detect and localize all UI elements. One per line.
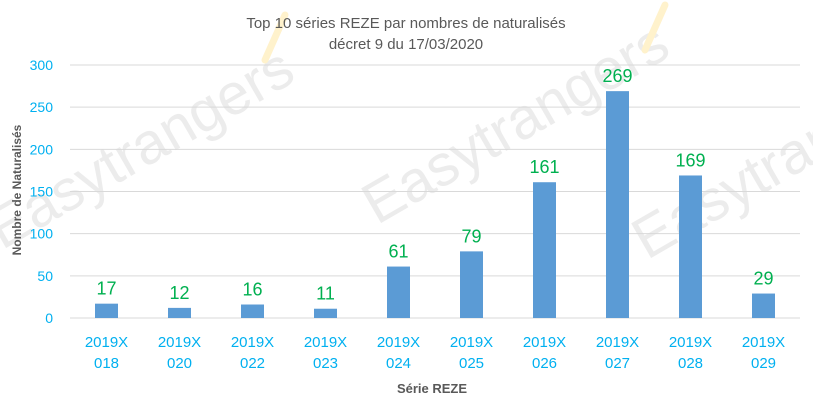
x-tick-label: 2019X — [669, 334, 712, 351]
watermark-slash — [261, 11, 289, 64]
y-tick-label: 300 — [30, 57, 54, 73]
bar-value-label: 79 — [461, 226, 481, 246]
y-tick-label: 0 — [45, 310, 53, 326]
x-tick-label: 2019X — [523, 334, 566, 351]
x-tick-label: 2019X — [596, 334, 639, 351]
x-tick-label: 024 — [386, 355, 411, 372]
x-tick-label: 022 — [240, 355, 265, 372]
data-labels: 17 12 16 11 61 79 161 269 169 29 — [96, 66, 773, 304]
gridlines — [70, 64, 800, 319]
y-tick-label: 200 — [30, 141, 54, 157]
bars — [95, 91, 775, 318]
bar-value-label: 269 — [602, 66, 632, 86]
bar — [95, 303, 118, 318]
y-tick-label: 150 — [30, 184, 54, 200]
bar — [606, 91, 629, 318]
bar-value-label: 17 — [96, 279, 116, 299]
x-axis-title: Série REZE — [397, 381, 467, 396]
x-tick-label: 023 — [313, 355, 338, 372]
bar — [387, 266, 410, 318]
x-tick-label: 018 — [94, 355, 119, 372]
x-tick-label: 2019X — [450, 334, 493, 351]
bar — [533, 182, 556, 318]
x-tick-label: 020 — [167, 355, 192, 372]
watermark-slash — [641, 1, 669, 54]
y-axis-ticks: 0 50 100 150 200 250 300 — [30, 57, 54, 326]
bar — [460, 251, 483, 318]
bar — [679, 175, 702, 318]
x-tick-label: 2019X — [231, 334, 274, 351]
y-tick-label: 250 — [30, 99, 54, 115]
bar — [314, 308, 337, 318]
y-axis-title: Nombre de Naturalisés — [10, 124, 24, 255]
x-tick-label: 2019X — [85, 334, 128, 351]
chart-title-line-2: décret 9 du 17/03/2020 — [329, 36, 483, 53]
chart-title-line-1: Top 10 séries REZE par nombres de natura… — [246, 15, 565, 32]
x-tick-label: 028 — [678, 355, 703, 372]
bar-value-label: 11 — [316, 284, 335, 304]
x-tick-label: 2019X — [377, 334, 420, 351]
x-axis-ticks: 2019X 018 2019X 020 2019X 022 2019X 023 2019X 024… — [85, 334, 785, 372]
bar-value-label: 29 — [753, 269, 773, 289]
bar-value-label: 169 — [675, 150, 705, 170]
bar — [752, 293, 775, 318]
bar-value-label: 12 — [169, 283, 189, 303]
x-tick-label: 2019X — [158, 334, 201, 351]
y-tick-label: 50 — [37, 268, 53, 284]
bar — [168, 307, 191, 318]
bar-value-label: 61 — [388, 242, 408, 262]
x-tick-label: 2019X — [304, 334, 347, 351]
bar-value-label: 16 — [242, 280, 262, 300]
x-tick-label: 026 — [532, 355, 557, 372]
bar-value-label: 161 — [529, 157, 559, 177]
x-tick-label: 2019X — [742, 334, 785, 351]
bar — [241, 304, 264, 318]
x-tick-label: 029 — [751, 355, 776, 372]
y-tick-label: 100 — [30, 226, 54, 242]
x-tick-label: 025 — [459, 355, 484, 372]
x-tick-label: 027 — [605, 355, 630, 372]
